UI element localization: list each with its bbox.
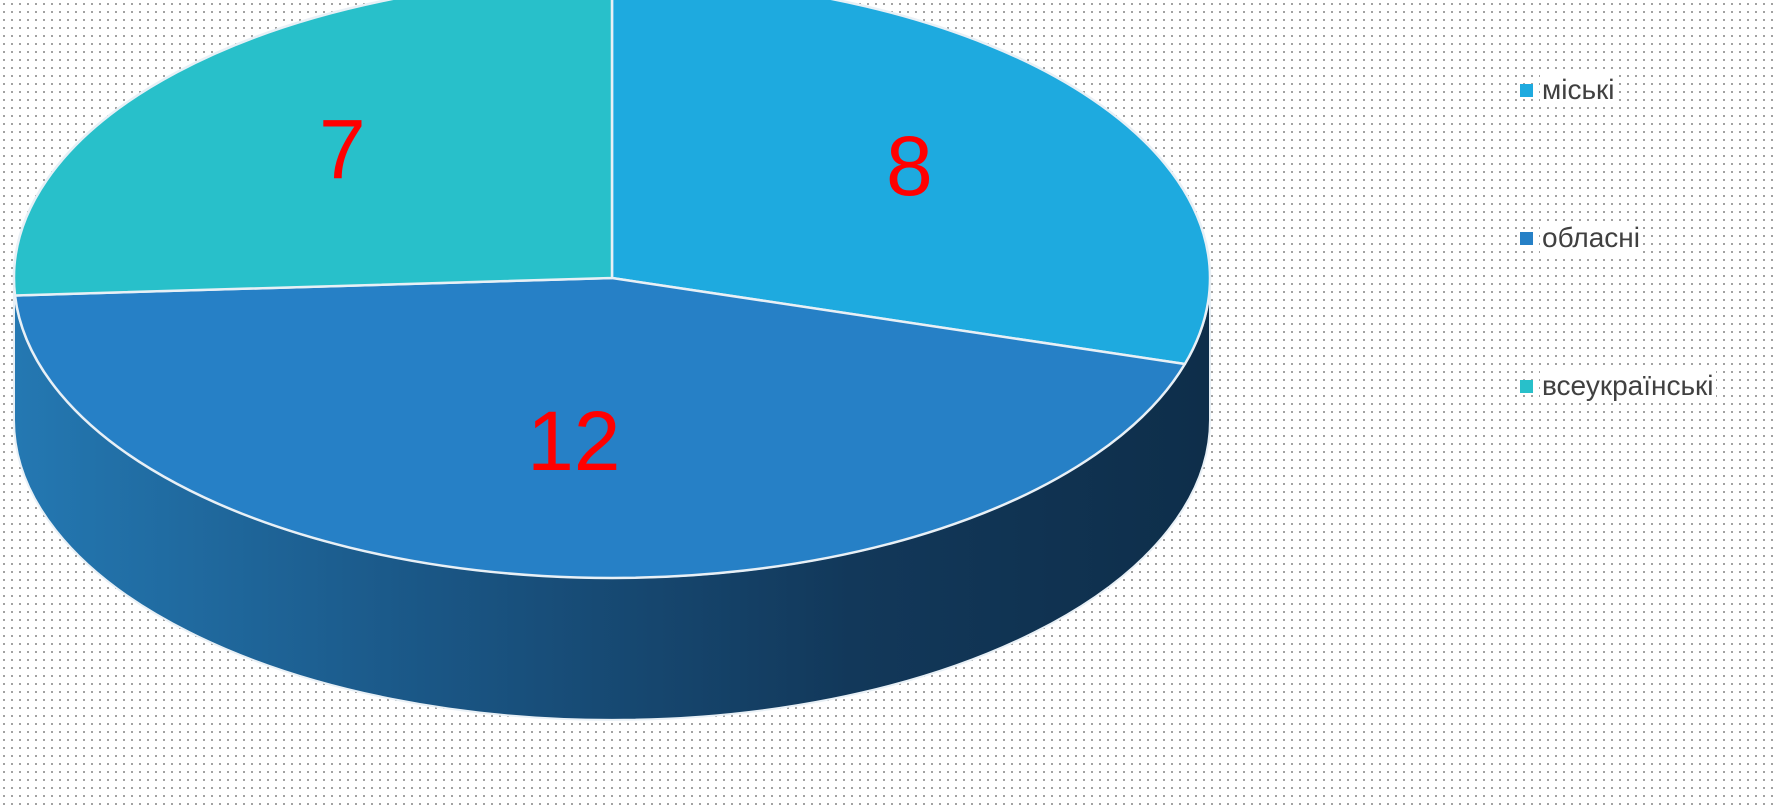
legend-item-miski: міські: [1520, 70, 1770, 110]
pie-slice-1: [610, 0, 1212, 366]
legend-swatch-icon: [1520, 231, 1533, 245]
data-label-2: 12: [527, 394, 620, 488]
pie-slice-3: [12, 0, 614, 297]
data-label-3: 7: [319, 102, 366, 196]
data-label-1: 8: [886, 119, 933, 213]
pie-data-labels: 8 12 7: [319, 102, 933, 488]
legend: міські обласні всеукраїнські: [1520, 70, 1770, 514]
legend-item-vseukrainski: всеукраїнські: [1520, 366, 1770, 406]
legend-swatch-icon: [1520, 83, 1533, 97]
legend-item-oblasni: обласні: [1520, 218, 1770, 258]
legend-label: всеукраїнські: [1540, 370, 1716, 402]
legend-label: обласні: [1540, 222, 1642, 254]
legend-swatch-icon: [1520, 379, 1533, 393]
pie-slice-2: [13, 276, 1187, 580]
legend-label: міські: [1540, 74, 1617, 106]
pie-slices: [12, 0, 1212, 580]
